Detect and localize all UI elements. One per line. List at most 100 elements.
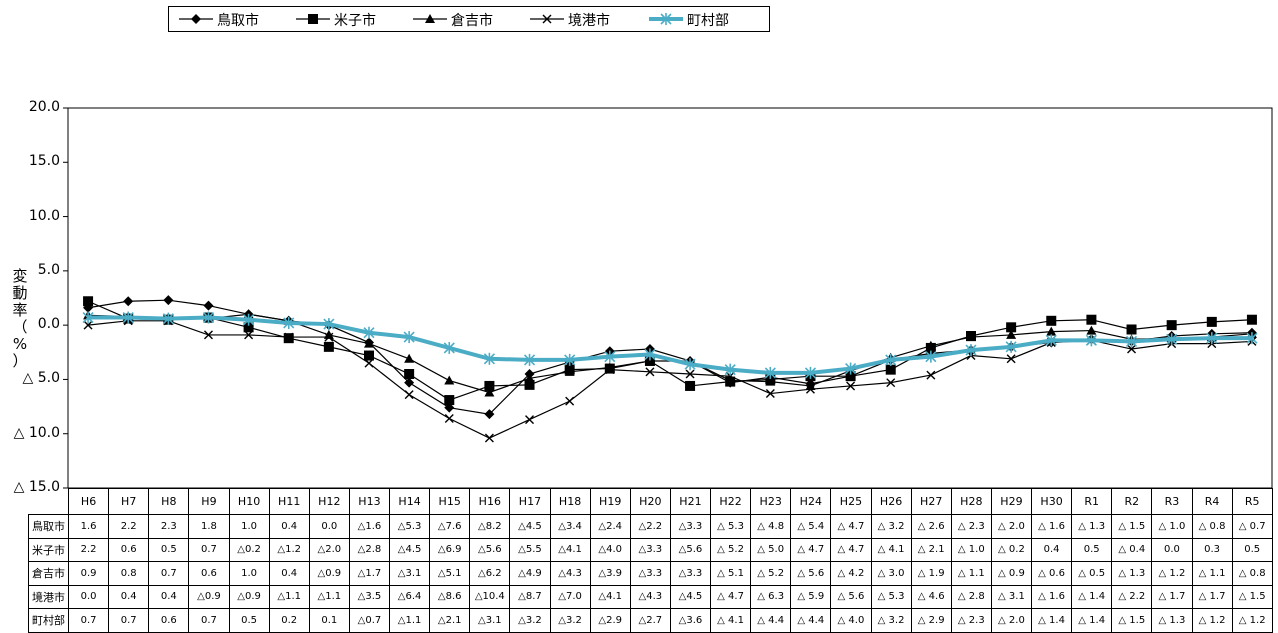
legend-symbol (530, 14, 564, 24)
table-cell: △5.3 (388, 514, 431, 539)
series-2-point (1006, 322, 1017, 333)
category-label: H17 (509, 488, 551, 515)
table-cell: △5.6 (669, 537, 712, 562)
table-cell: △ 5.3 (709, 514, 752, 539)
table-row: 町村部 0.7 0.7 0.6 0.7 0.5 0.2 0.1 △0.7 △1.1 △2.1 △3.1… (28, 608, 1273, 633)
table-cell: △ 2.0 (990, 608, 1033, 633)
table-cell: 0.4 (108, 584, 150, 609)
table-cell: △ 1.5 (1231, 584, 1273, 609)
series-2-point (484, 380, 495, 391)
table-cell: △4.5 (388, 537, 431, 562)
series-2-point (243, 322, 254, 333)
table-cell: △ 5.4 (790, 514, 832, 539)
series-5-point (243, 313, 255, 326)
series-1-point (404, 377, 415, 388)
series-4-point (605, 365, 615, 375)
legend-symbol (413, 14, 447, 23)
table-cell: 0.5 (228, 608, 270, 633)
table-cell: 0.6 (148, 608, 190, 633)
series-5-point (564, 353, 576, 366)
table-cell: △ 4.0 (830, 608, 872, 633)
table-cell: △ 2.0 (990, 514, 1033, 539)
category-label: H29 (990, 488, 1033, 515)
category-label: H28 (950, 488, 992, 515)
table-cell: △ 1.3 (1071, 514, 1113, 539)
series-5-point (283, 316, 295, 329)
table-cell: △ 5.0 (750, 537, 792, 562)
series-2-point (283, 333, 294, 344)
series-3-point (564, 366, 575, 376)
category-label: H11 (268, 488, 310, 515)
table-cell: △3.1 (388, 561, 431, 586)
table-cell: 2.2 (108, 514, 150, 539)
y-tick-label: 10.0 (28, 207, 60, 224)
series-2-point (1126, 324, 1137, 335)
series-5-point (1166, 333, 1178, 346)
table-cell: 0.0 (67, 584, 110, 609)
table-cell: △2.9 (589, 608, 631, 633)
table-cell: △ 6.3 (750, 584, 792, 609)
series-5-point (724, 363, 736, 376)
series-3-point (925, 340, 936, 350)
table-cell: △3.5 (348, 584, 391, 609)
table-cell: △ 1.5 (1111, 514, 1153, 539)
table-cell: 0.8 (108, 561, 150, 586)
legend-label: 米子市 (334, 13, 376, 29)
legend-symbol (296, 14, 330, 24)
series-5-point (965, 344, 977, 357)
table-cell: △5.6 (469, 537, 511, 562)
table-cell: 1.0 (228, 514, 270, 539)
legend-symbol (649, 13, 683, 25)
table-cell: △ 3.2 (870, 608, 912, 633)
series-5-point (804, 366, 817, 379)
series-2-point (1206, 316, 1217, 327)
series-2-point (83, 296, 94, 307)
table-cell: △ 4.8 (750, 514, 792, 539)
series-4-point (203, 330, 213, 340)
series-2-point (1046, 315, 1057, 326)
legend-marker (308, 14, 318, 24)
table-cell: △0.9 (308, 561, 350, 586)
table-cell: △ 4.6 (910, 584, 952, 609)
category-label: H26 (870, 488, 912, 515)
table-cell: 0.5 (1071, 537, 1113, 562)
table-cell: △ 5.2 (750, 561, 792, 586)
series-2-point (364, 350, 374, 361)
category-label: R1 (1071, 488, 1113, 515)
category-label: H15 (429, 488, 471, 515)
table-cell: △ 1.5 (1111, 608, 1153, 633)
table-cell: △7.6 (429, 514, 471, 539)
table-cell: △6.9 (429, 537, 471, 562)
table-cell: △8.6 (429, 584, 471, 609)
table-cell: △ 1.9 (910, 561, 952, 586)
table-cell: △ 1.2 (1191, 608, 1233, 633)
table-cell: △3.4 (549, 514, 591, 539)
series-4-point (364, 358, 374, 368)
row-header: 境港市 (28, 584, 69, 609)
series-4-point (484, 433, 494, 443)
category-label: H6 (67, 488, 110, 515)
table-cell: 0.5 (1231, 537, 1273, 562)
table-cell: △ 2.2 (1111, 584, 1153, 609)
legend-marker (191, 14, 201, 24)
table-cell: △2.0 (308, 537, 350, 562)
row-header: 鳥取市 (28, 514, 69, 539)
table-cell: △ 5.9 (790, 584, 832, 609)
series-5-point (82, 311, 94, 324)
plot-frame (67, 107, 1273, 489)
table-cell: △2.7 (629, 608, 671, 633)
series-5-point (1005, 340, 1017, 353)
category-label: R4 (1191, 488, 1233, 515)
legend-marker (425, 14, 435, 23)
table-cell: △ 4.2 (830, 561, 872, 586)
table-cell: △3.1 (469, 608, 511, 633)
series-5-point (1125, 335, 1138, 348)
table-cell: △ 4.7 (830, 514, 872, 539)
table-cell: △ 1.1 (1191, 561, 1233, 586)
table-cell: △ 2.9 (910, 608, 952, 633)
series-4-point (846, 381, 856, 391)
series-2-point (1166, 320, 1177, 331)
table-cell: 0.7 (188, 537, 230, 562)
table-cell: △ 4.1 (709, 608, 752, 633)
y-tick-label: △ 15.0 (13, 479, 60, 495)
